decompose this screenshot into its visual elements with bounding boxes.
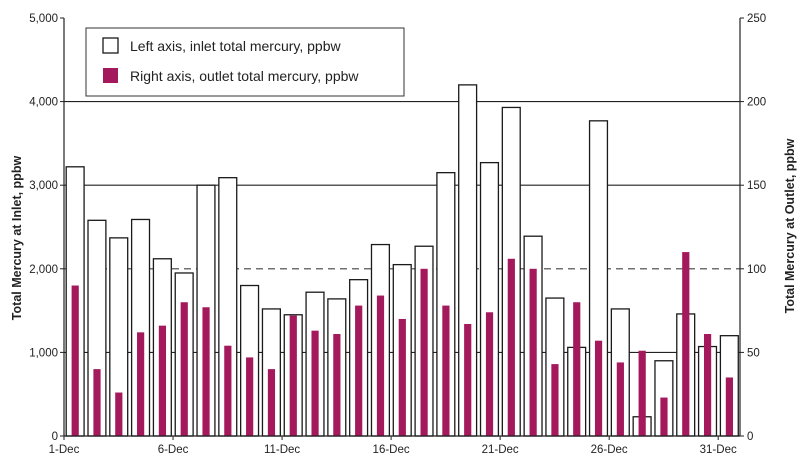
legend-inlet-swatch bbox=[102, 37, 119, 54]
outlet-bar bbox=[267, 369, 276, 436]
outlet-bar bbox=[289, 315, 297, 436]
outlet-bar bbox=[246, 357, 254, 436]
x-tick-label: 31-Dec bbox=[700, 444, 737, 456]
outlet-bar bbox=[573, 302, 581, 436]
tick-labels: 0 1,000 2,000 3,000 4,000 5,000 0 50 100 150 200 25… bbox=[29, 13, 766, 456]
outlet-bar bbox=[616, 362, 624, 436]
left-axis-title: Total Mercury at Inlet, ppbw bbox=[10, 156, 24, 321]
right-tick-label: 150 bbox=[747, 180, 766, 192]
right-tick-label: 100 bbox=[747, 264, 766, 276]
outlet-bar bbox=[507, 258, 515, 436]
bars bbox=[65, 84, 739, 437]
outlet-bar bbox=[594, 340, 603, 436]
legend-inlet-label: Left axis, inlet total mercury, ppbw bbox=[130, 38, 341, 54]
right-tick-label: 200 bbox=[747, 97, 766, 109]
left-tick-label: 1,000 bbox=[29, 347, 58, 359]
left-tick-label: 0 bbox=[52, 431, 58, 443]
outlet-bar bbox=[376, 295, 385, 436]
left-tick-label: 2,000 bbox=[29, 264, 58, 276]
outlet-bar bbox=[420, 268, 428, 436]
right-axis-title: Total Mercury at Outlet, ppbw bbox=[783, 138, 797, 313]
outlet-bar bbox=[660, 397, 668, 436]
outlet-bar bbox=[398, 318, 406, 436]
legend-outlet-label: Right axis, outlet total mercury, ppbw bbox=[130, 68, 359, 84]
outlet-bar bbox=[115, 392, 123, 436]
right-tick-label: 0 bbox=[747, 431, 753, 443]
legend-outlet-swatch bbox=[103, 68, 118, 83]
outlet-bar bbox=[333, 334, 341, 436]
left-tick-label: 4,000 bbox=[29, 97, 58, 109]
x-tick-label: 11-Dec bbox=[264, 444, 300, 456]
outlet-bar bbox=[158, 325, 167, 436]
x-tick-label: 6-Dec bbox=[158, 444, 189, 456]
x-tick-label: 21-Dec bbox=[482, 444, 519, 456]
outlet-bar bbox=[71, 285, 79, 436]
outlet-bar bbox=[311, 330, 319, 436]
right-tick-label: 250 bbox=[747, 13, 766, 25]
outlet-bar bbox=[703, 334, 712, 436]
outlet-bar bbox=[638, 350, 646, 436]
legend-box bbox=[85, 27, 405, 97]
x-tick-label: 26-Dec bbox=[591, 444, 628, 456]
outlet-bar bbox=[224, 345, 232, 436]
outlet-bar bbox=[464, 323, 472, 436]
outlet-bar bbox=[180, 302, 188, 436]
right-tick-label: 50 bbox=[747, 347, 760, 359]
outlet-bar bbox=[529, 268, 537, 436]
outlet-bar bbox=[551, 364, 559, 436]
outlet-bar bbox=[725, 377, 733, 436]
x-tick-label: 16-Dec bbox=[373, 444, 410, 456]
left-tick-label: 5,000 bbox=[29, 13, 58, 25]
outlet-bar bbox=[442, 305, 450, 436]
axes bbox=[60, 17, 744, 440]
x-tick-label: 1-Dec bbox=[49, 444, 80, 456]
legend: Left axis, inlet total mercury, ppbw Rig… bbox=[85, 27, 405, 97]
outlet-bar bbox=[93, 369, 101, 436]
outlet-bar bbox=[202, 307, 210, 436]
left-tick-label: 3,000 bbox=[29, 180, 58, 192]
outlet-bar bbox=[485, 312, 494, 436]
outlet-bar bbox=[355, 305, 363, 436]
outlet-bar bbox=[682, 252, 690, 436]
outlet-bar bbox=[137, 332, 145, 436]
